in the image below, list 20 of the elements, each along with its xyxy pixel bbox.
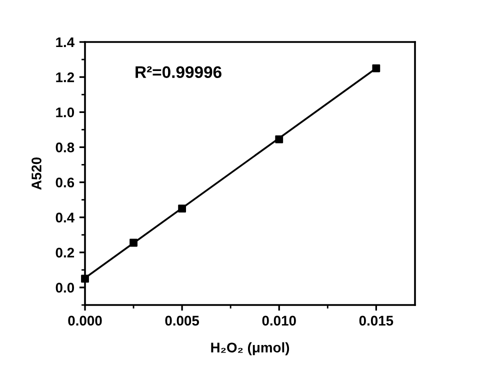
x-tick-label: 0.010	[262, 316, 296, 326]
x-tick-label: 0.000	[68, 316, 102, 326]
y-tick-label: 0.2	[56, 248, 74, 258]
y-tick-label: 0.4	[56, 212, 75, 223]
y-tick-label: 1.0	[56, 107, 74, 118]
y-tick-label: 0.6	[56, 178, 74, 188]
y-tick-label: 0.0	[56, 282, 74, 293]
y-tick-label: 0.8	[56, 142, 74, 152]
annotation: R²=0.99996	[136, 66, 222, 78]
point	[372, 64, 380, 72]
point	[81, 274, 89, 283]
x-tick-label: 0.005	[165, 316, 200, 326]
y-tick-label: 1.4	[56, 37, 75, 48]
x-tick-label: 0.015	[359, 316, 394, 326]
y-axis-title: A520	[32, 157, 42, 190]
point	[130, 238, 138, 247]
point	[178, 204, 186, 213]
x-axis-title: H₂O₂ (μmol)	[211, 342, 290, 356]
y-tick-label: 1.2	[56, 72, 74, 82]
point	[275, 135, 284, 144]
